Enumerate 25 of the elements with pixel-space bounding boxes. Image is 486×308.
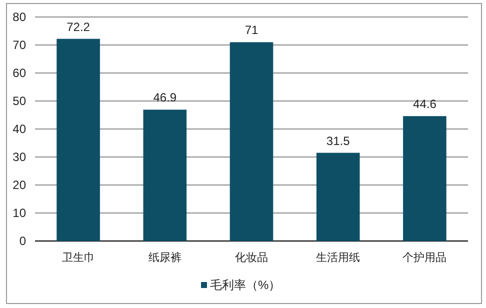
bar <box>143 110 187 241</box>
y-tick-label: 80 <box>12 10 26 24</box>
data-label: 31.5 <box>326 134 350 148</box>
x-tick-label: 纸尿裤 <box>148 251 182 264</box>
y-tick-label: 70 <box>12 38 26 52</box>
x-tick-label: 卫生巾 <box>62 251 95 264</box>
x-tick-label: 化妆品 <box>235 252 268 264</box>
bar <box>316 152 360 241</box>
y-tick-label: 30 <box>12 150 26 164</box>
x-tick-label: 个护用品 <box>402 251 447 264</box>
x-tick-label: 生活用纸 <box>316 251 360 264</box>
bar <box>230 42 274 241</box>
bar <box>56 38 100 241</box>
legend: 毛利率（%） <box>201 278 281 292</box>
y-tick-label: 0 <box>19 234 26 248</box>
data-label: 44.6 <box>413 97 437 112</box>
y-tick-label: 40 <box>12 122 26 136</box>
data-label: 71 <box>244 23 258 38</box>
bar <box>403 116 446 241</box>
y-tick-label: 10 <box>12 206 26 220</box>
y-tick-label: 60 <box>12 66 26 80</box>
data-label: 46.9 <box>153 90 177 105</box>
y-tick-label: 50 <box>12 94 26 108</box>
y-tick-label: 20 <box>12 178 26 192</box>
data-label: 72.2 <box>66 20 90 34</box>
